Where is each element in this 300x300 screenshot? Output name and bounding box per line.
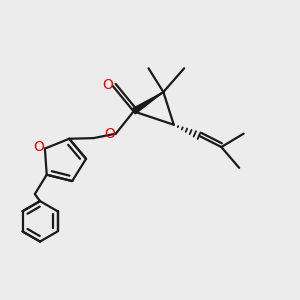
- Polygon shape: [132, 92, 164, 114]
- Text: O: O: [102, 78, 113, 92]
- Text: O: O: [33, 140, 44, 154]
- Text: O: O: [104, 127, 115, 141]
